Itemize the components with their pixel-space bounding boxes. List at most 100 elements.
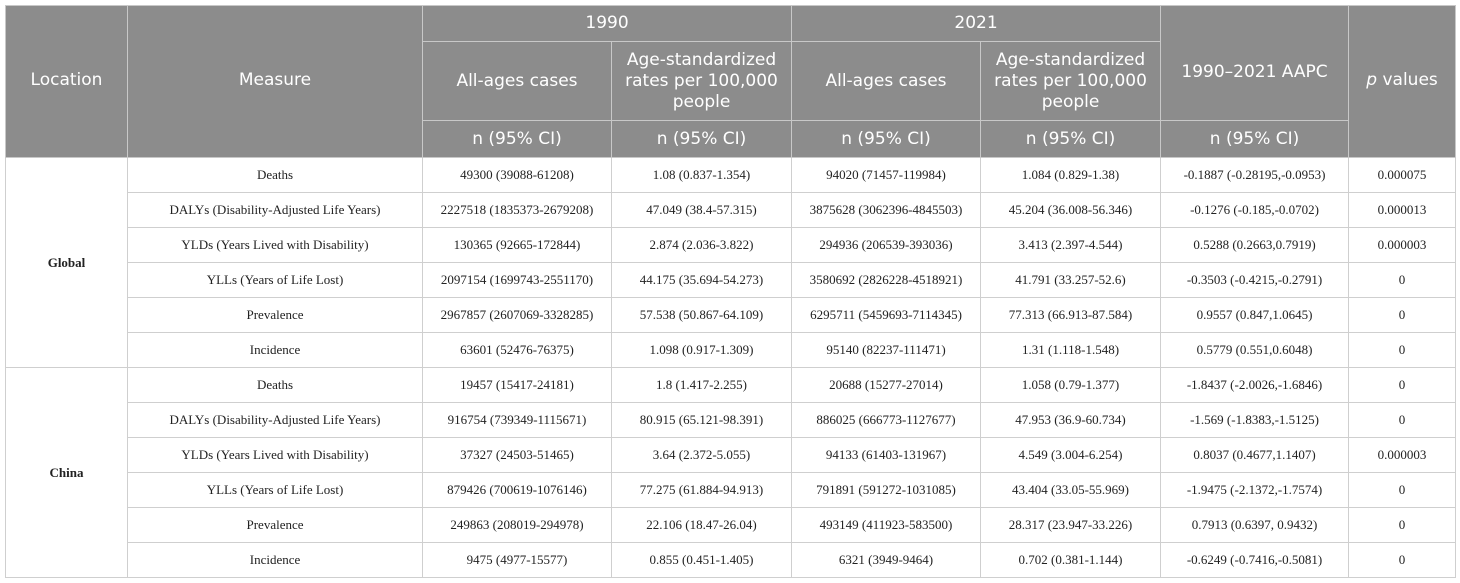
- rate-2021-cell: 1.084 (0.829-1.38): [980, 157, 1162, 193]
- table-row: DALYs (Disability-Adjusted Life Years) 91…: [6, 402, 1457, 438]
- measure-cell: DALYs (Disability-Adjusted Life Years): [127, 402, 423, 438]
- rate-1990-cell: 1.8 (1.417-2.255): [610, 367, 793, 403]
- p-value-cell: 0: [1348, 367, 1457, 403]
- cases-1990-cell: 2227518 (1835373-2679208): [422, 192, 612, 228]
- rate-1990-cell: 80.915 (65.121-98.391): [610, 402, 793, 438]
- cases-2021-cell: 791891 (591272-1031085): [791, 472, 982, 508]
- cases-2021-cell: 6295711 (5459693-7114345): [791, 297, 982, 333]
- cases-1990-cell: 249863 (208019-294978): [422, 507, 612, 543]
- cases-1990-cell: 916754 (739349-1115671): [422, 402, 612, 438]
- measure-cell: YLDs (Years Lived with Disability): [127, 437, 423, 473]
- rate-2021-cell: 45.204 (36.008-56.346): [980, 192, 1162, 228]
- table-body: Global Deaths 49300 (39088-61208) 1.08 (0.8…: [5, 157, 1457, 578]
- table-row: Global Deaths 49300 (39088-61208) 1.08 (0.8…: [5, 157, 1457, 368]
- rate-1990-cell: 2.874 (2.036-3.822): [610, 227, 793, 263]
- header-rates-2021: Age-standardized rates per 100,000 peopl…: [980, 41, 1162, 121]
- rate-2021-cell: 3.413 (2.397-4.544): [980, 227, 1162, 263]
- measure-cell: YLLs (Years of Life Lost): [127, 472, 423, 508]
- rate-2021-cell: 1.058 (0.79-1.377): [980, 367, 1162, 403]
- p-value-cell: 0.000003: [1348, 227, 1457, 263]
- p-suffix: values: [1377, 70, 1438, 90]
- cases-2021-cell: 94133 (61403-131967): [791, 437, 982, 473]
- header-cases-2021: All-ages cases: [791, 41, 982, 121]
- measure-cell: Prevalence: [127, 297, 423, 333]
- location-cell: China: [5, 367, 128, 578]
- aapc-cell: -1.9475 (-2.1372,-1.7574): [1160, 472, 1350, 508]
- cases-2021-cell: 94020 (71457-119984): [791, 157, 982, 193]
- location-cell: Global: [5, 157, 128, 368]
- rate-1990-cell: 77.275 (61.884-94.913): [610, 472, 793, 508]
- header-rates-1990: Age-standardized rates per 100,000 peopl…: [610, 41, 793, 121]
- header-aapc: 1990–2021 AAPC: [1160, 5, 1350, 121]
- table-row: YLDs (Years Lived with Disability) 37327 …: [6, 437, 1457, 473]
- header-ci-cases-2021: n (95% CI): [791, 120, 982, 158]
- measure-cell: DALYs (Disability-Adjusted Life Years): [127, 192, 423, 228]
- cases-1990-cell: 2097154 (1699743-2551170): [422, 262, 612, 298]
- p-value-cell: 0: [1348, 472, 1457, 508]
- cases-1990-cell: 49300 (39088-61208): [422, 157, 612, 193]
- measure-cell: Incidence: [127, 332, 423, 368]
- header-ci-rates-1990: n (95% CI): [610, 120, 793, 158]
- cases-2021-cell: 3875628 (3062396-4845503): [791, 192, 982, 228]
- rate-2021-cell: 47.953 (36.9-60.734): [980, 402, 1162, 438]
- aapc-cell: -0.3503 (-0.4215,-0.2791): [1160, 262, 1350, 298]
- cases-1990-cell: 130365 (92665-172844): [422, 227, 612, 263]
- cases-1990-cell: 9475 (4977-15577): [422, 542, 612, 578]
- rate-2021-cell: 77.313 (66.913-87.584): [980, 297, 1162, 333]
- cases-2021-cell: 886025 (666773-1127677): [791, 402, 982, 438]
- table-row: China Deaths 19457 (15417-24181) 1.8 (1.417…: [5, 367, 1457, 578]
- aapc-cell: 0.7913 (0.6397, 0.9432): [1160, 507, 1350, 543]
- cases-1990-cell: 37327 (24503-51465): [422, 437, 612, 473]
- cases-2021-cell: 20688 (15277-27014): [791, 367, 982, 403]
- p-value-cell: 0: [1348, 542, 1457, 578]
- header-measure: Measure: [127, 5, 423, 158]
- aapc-cell: -0.1276 (-0.185,-0.0702): [1160, 192, 1350, 228]
- table-container: Location Measure 1990 2021 1990–2021 AAP…: [5, 5, 1457, 578]
- aapc-cell: 0.8037 (0.4677,1.1407): [1160, 437, 1350, 473]
- header-p-values: p values: [1348, 5, 1457, 158]
- measure-cell: Incidence: [127, 542, 423, 578]
- rate-2021-cell: 1.31 (1.118-1.548): [980, 332, 1162, 368]
- rate-1990-cell: 1.098 (0.917-1.309): [610, 332, 793, 368]
- aapc-cell: -1.8437 (-2.0026,-1.6846): [1160, 367, 1350, 403]
- measure-cell: Deaths: [127, 157, 423, 193]
- header-cases-1990: All-ages cases: [422, 41, 612, 121]
- table-row: YLLs (Years of Life Lost) 879426 (700619-…: [6, 472, 1457, 508]
- table-row: YLLs (Years of Life Lost) 2097154 (169974…: [6, 262, 1457, 298]
- aapc-cell: -0.6249 (-0.7416,-0.5081): [1160, 542, 1350, 578]
- rate-1990-cell: 44.175 (35.694-54.273): [610, 262, 793, 298]
- p-value-cell: 0: [1348, 507, 1457, 543]
- measure-cell: YLDs (Years Lived with Disability): [127, 227, 423, 263]
- results-table: Location Measure 1990 2021 1990–2021 AAP…: [5, 5, 1457, 578]
- table-header: Location Measure 1990 2021 1990–2021 AAP…: [5, 5, 1457, 158]
- measure-cell: Prevalence: [127, 507, 423, 543]
- table-row: Incidence 63601 (52476-76375) 1.098 (0.917…: [6, 332, 1457, 368]
- aapc-cell: 0.5779 (0.551,0.6048): [1160, 332, 1350, 368]
- measure-cell: Deaths: [127, 367, 423, 403]
- cases-2021-cell: 294936 (206539-393036): [791, 227, 982, 263]
- p-value-cell: 0: [1348, 262, 1457, 298]
- header-ci-cases-1990: n (95% CI): [422, 120, 612, 158]
- header-year-2021: 2021: [791, 5, 1162, 42]
- measure-cell: YLLs (Years of Life Lost): [127, 262, 423, 298]
- table-row: DALYs (Disability-Adjusted Life Years) 22…: [6, 192, 1457, 228]
- table-row: YLDs (Years Lived with Disability) 130365…: [6, 227, 1457, 263]
- cases-2021-cell: 493149 (411923-583500): [791, 507, 982, 543]
- header-ci-aapc: n (95% CI): [1160, 120, 1350, 158]
- rate-1990-cell: 1.08 (0.837-1.354): [610, 157, 793, 193]
- rate-2021-cell: 28.317 (23.947-33.226): [980, 507, 1162, 543]
- rate-2021-cell: 4.549 (3.004-6.254): [980, 437, 1162, 473]
- rate-2021-cell: 0.702 (0.381-1.144): [980, 542, 1162, 578]
- cases-1990-cell: 63601 (52476-76375): [422, 332, 612, 368]
- aapc-cell: -1.569 (-1.8383,-1.5125): [1160, 402, 1350, 438]
- aapc-cell: -0.1887 (-0.28195,-0.0953): [1160, 157, 1350, 193]
- p-value-cell: 0: [1348, 332, 1457, 368]
- p-value-cell: 0.000013: [1348, 192, 1457, 228]
- p-value-cell: 0: [1348, 402, 1457, 438]
- table-row: Prevalence 249863 (208019-294978) 22.106 (…: [6, 507, 1457, 543]
- rate-1990-cell: 22.106 (18.47-26.04): [610, 507, 793, 543]
- header-year-1990: 1990: [421, 5, 793, 42]
- p-letter: p: [1366, 70, 1378, 90]
- aapc-cell: 0.9557 (0.847,1.0645): [1160, 297, 1350, 333]
- rate-2021-cell: 43.404 (33.05-55.969): [980, 472, 1162, 508]
